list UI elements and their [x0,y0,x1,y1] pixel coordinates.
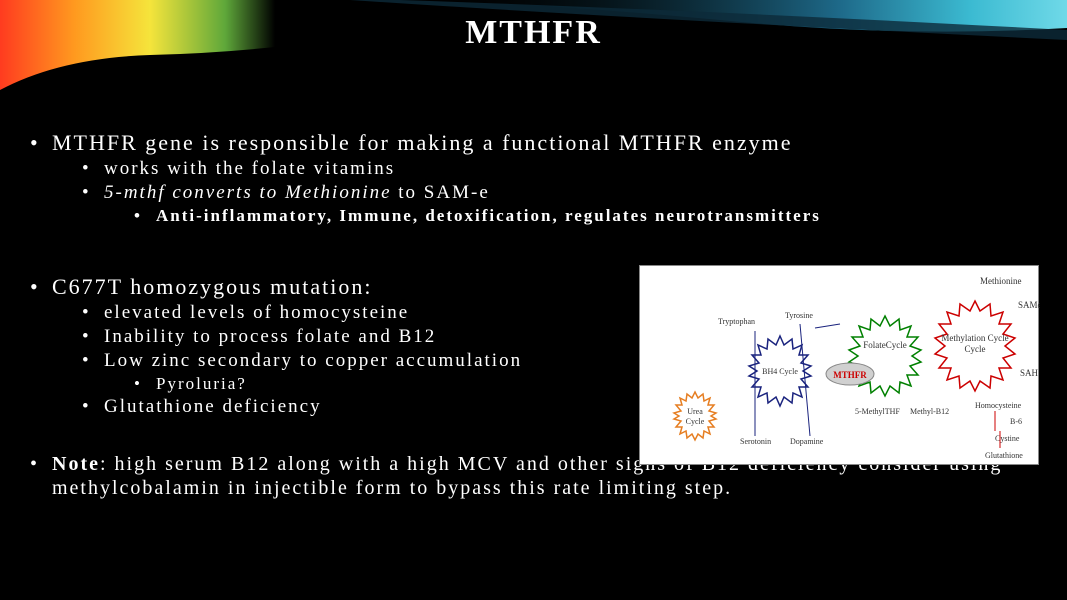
label-b6: B-6 [1010,417,1022,426]
cycle-diagram: Methylation Cycle Cycle Methionine SAMe … [639,265,1039,465]
label-dopamine: Dopamine [790,437,824,446]
text: MTHFR gene is responsible for making a f… [52,130,793,155]
label-bh4: BH4 Cycle [762,367,798,376]
text-italic: 5-mthf converts to Methionine [104,182,392,203]
label-methionine: Methionine [980,276,1022,286]
text: C677T homozygous mutation: [52,274,372,299]
label-mthfr: MTHFR [833,370,867,380]
label-sah: SAH [1020,368,1039,378]
label-methylation: Methylation Cycle [941,333,1008,343]
label-homocysteine: Homocysteine [975,401,1022,410]
label-tyrosine: Tyrosine [785,311,813,320]
label-glutathione: Glutathione [985,451,1023,460]
page-title: MTHFR [0,14,1067,52]
label-urea: Urea [687,407,703,416]
bullet-5mthf: 5-mthf converts to Methionine to SAM-e A… [82,182,1037,226]
bullet-functions: Anti-inflammatory, Immune, detoxificatio… [134,206,1037,226]
label-serotonin: Serotonin [740,437,771,446]
label-cystine: Cystine [995,434,1020,443]
label-folate: FolateCycle [863,340,907,350]
text: Low zinc secondary to copper accumulatio… [104,350,522,371]
label-methylb12: Methyl-B12 [910,407,949,416]
svg-text:Cycle: Cycle [965,344,986,354]
svg-text:Cycle: Cycle [686,417,705,426]
bullet-folate: works with the folate vitamins [82,158,1037,180]
label-methylthf: 5-MethylTHF [855,407,900,416]
bullet-gene: MTHFR gene is responsible for making a f… [30,130,1037,226]
note-label: Note [52,453,100,475]
text: to SAM-e [392,182,490,203]
label-same: SAMe [1018,300,1040,310]
label-tryptophan: Tryptophan [718,317,755,326]
